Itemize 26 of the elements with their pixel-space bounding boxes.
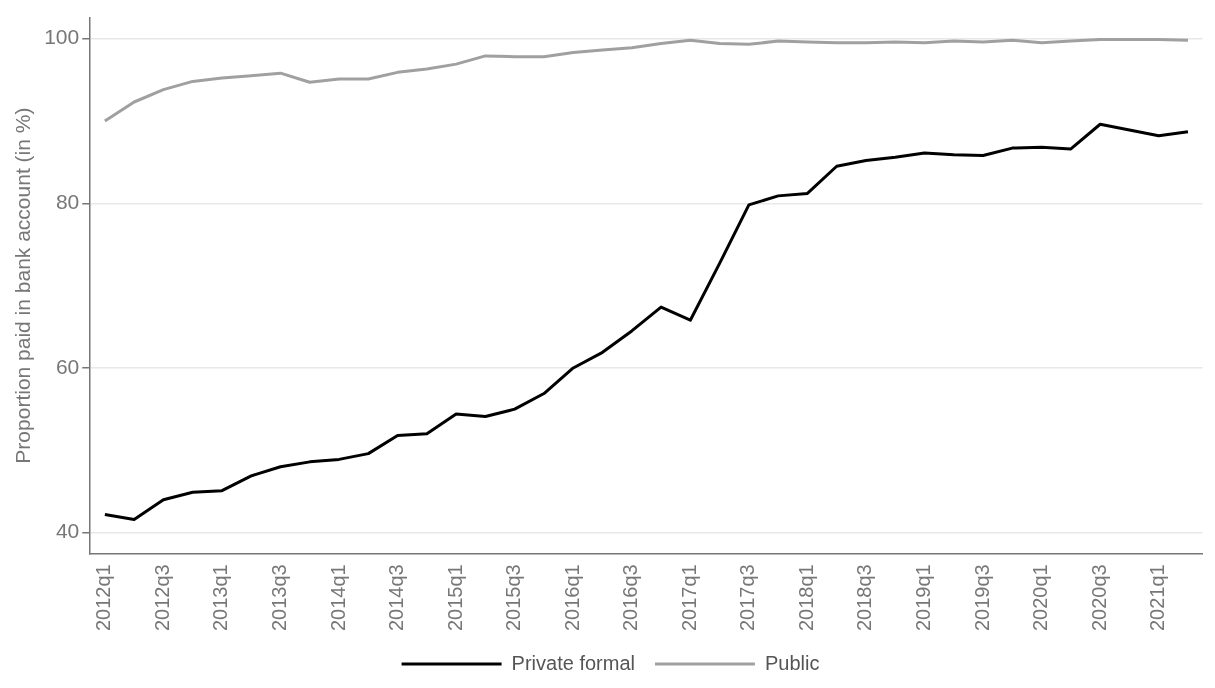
y-tick-label: 100: [44, 25, 80, 49]
x-tick-label: 2016q1: [560, 564, 583, 632]
x-tick-label: 2020q1: [1029, 564, 1052, 632]
x-tick-label: 2017q3: [736, 564, 759, 632]
y-axis-title: Proportion paid in bank account (in %): [11, 107, 35, 464]
y-tick-label: 80: [55, 190, 80, 214]
y-tick-label: 40: [55, 519, 80, 543]
x-tick-label: 2019q1: [912, 564, 935, 632]
x-tick-label: 2018q1: [794, 564, 817, 632]
x-tick-label: 2019q3: [970, 564, 993, 632]
x-tick-label: 2014q3: [385, 564, 408, 632]
x-tick-label: 2018q3: [853, 564, 876, 632]
legend-label: Private formal: [511, 651, 635, 674]
x-tick-label: 2016q3: [619, 564, 642, 632]
x-tick-label: 2015q3: [502, 564, 525, 632]
x-tick-label: 2015q1: [443, 564, 466, 632]
x-tick-label: 2021q1: [1146, 564, 1169, 632]
x-tick-label: 2020q3: [1087, 564, 1110, 632]
x-tick-label: 2013q1: [209, 564, 232, 632]
x-tick-label: 2013q3: [268, 564, 291, 632]
x-tick-label: 2012q1: [92, 564, 115, 632]
x-tick-label: 2017q1: [677, 564, 700, 632]
legend-label: Public: [764, 651, 820, 674]
x-tick-label: 2012q3: [150, 564, 173, 632]
x-tick-label: 2014q1: [326, 564, 349, 632]
y-tick-label: 60: [55, 354, 80, 378]
